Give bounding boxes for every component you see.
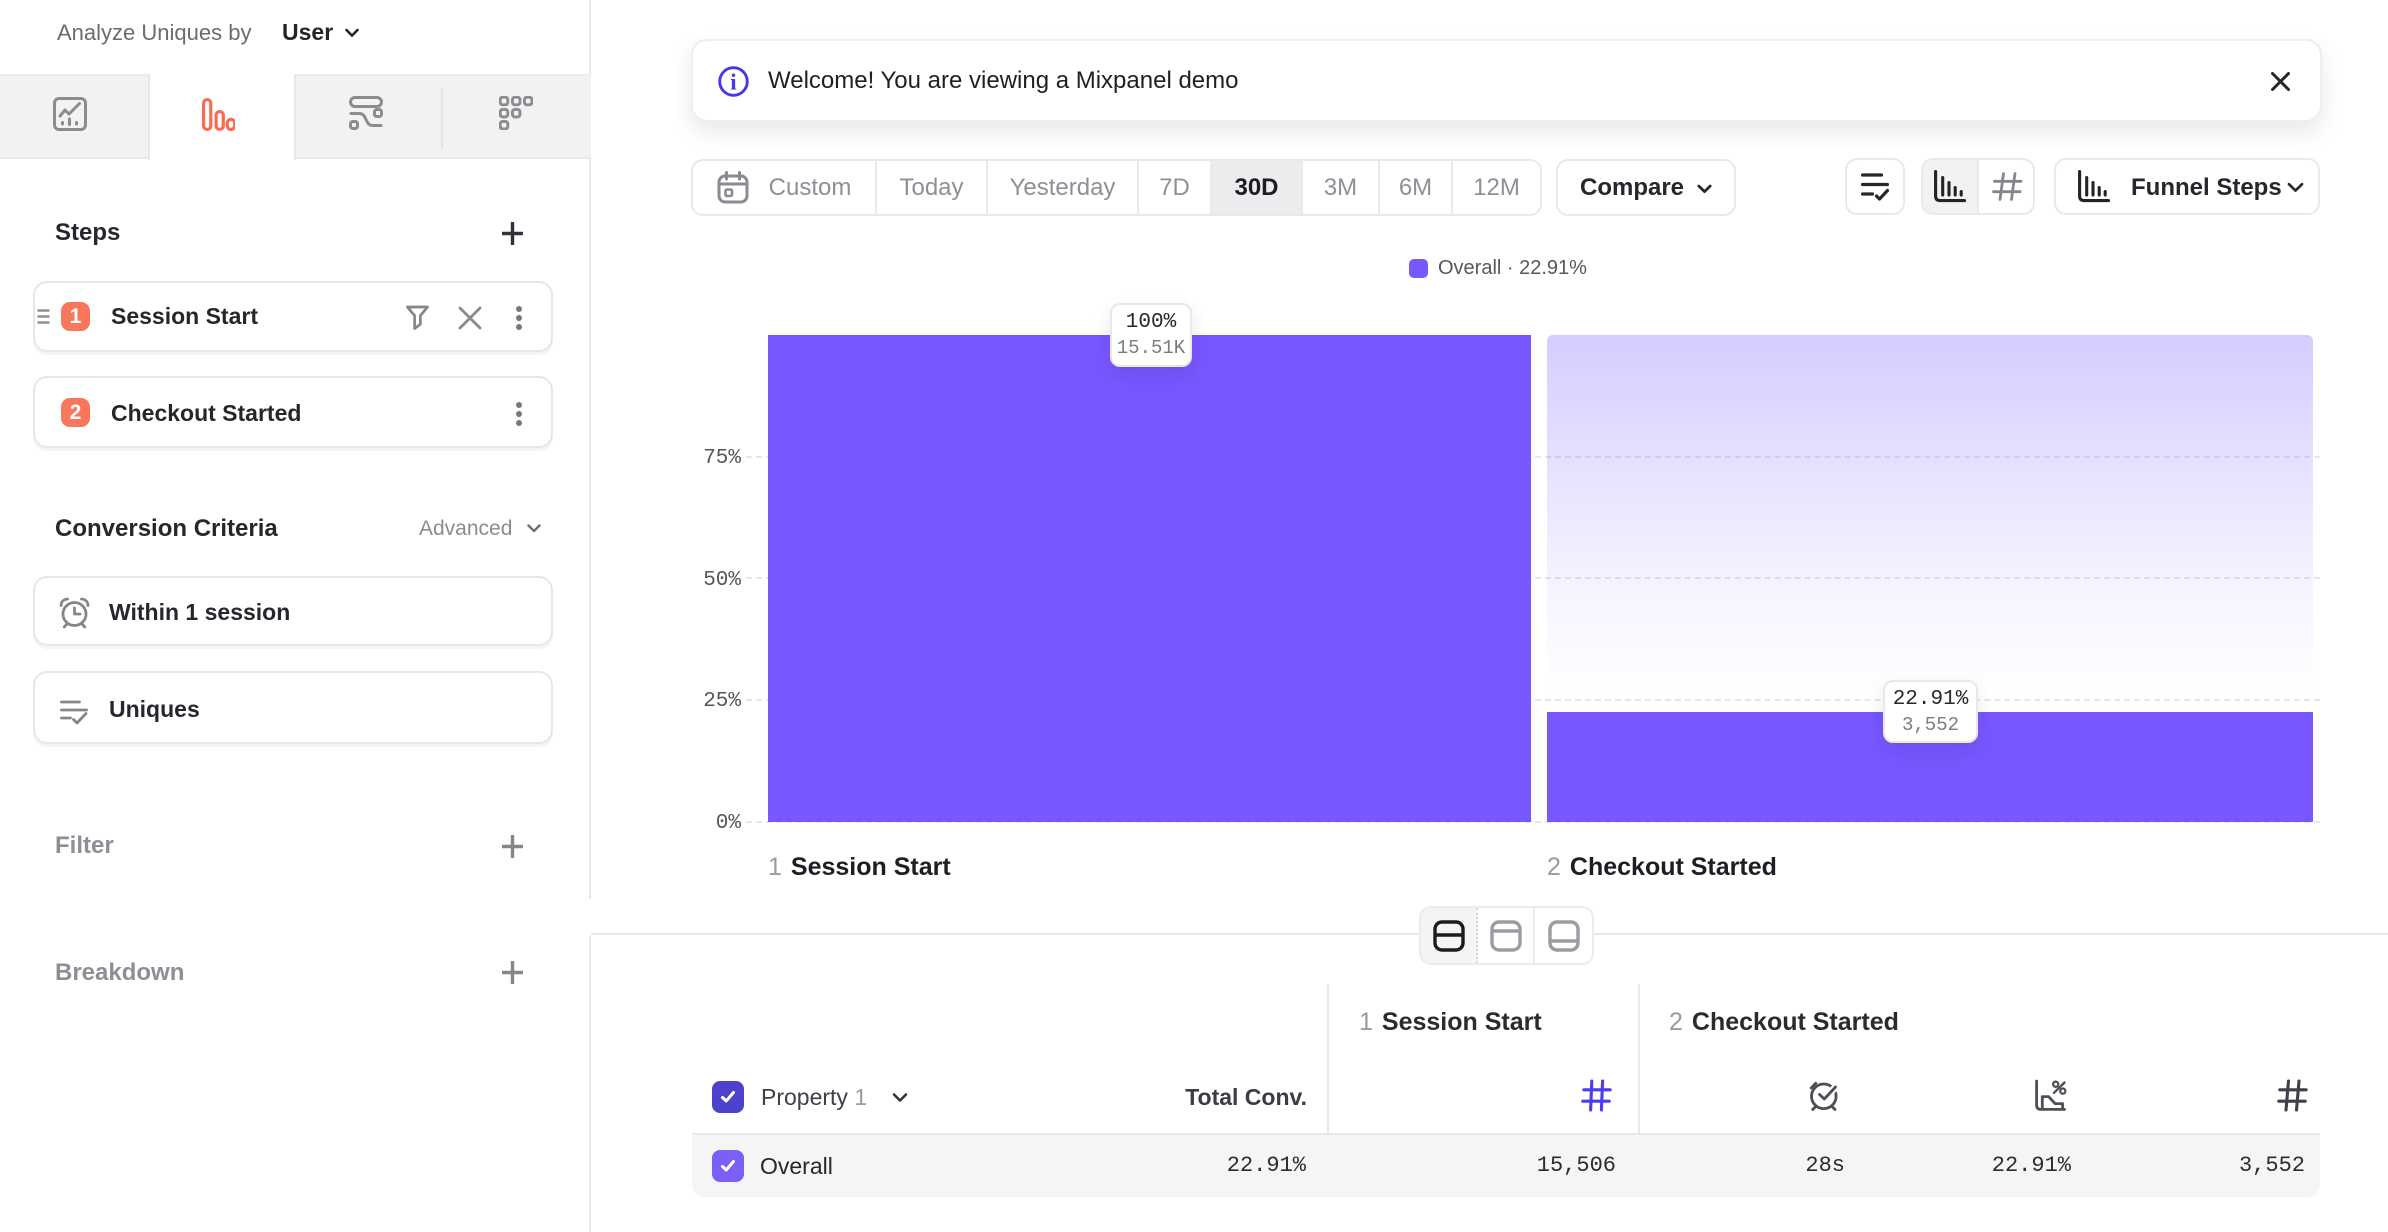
svg-text:i: i xyxy=(730,70,737,95)
